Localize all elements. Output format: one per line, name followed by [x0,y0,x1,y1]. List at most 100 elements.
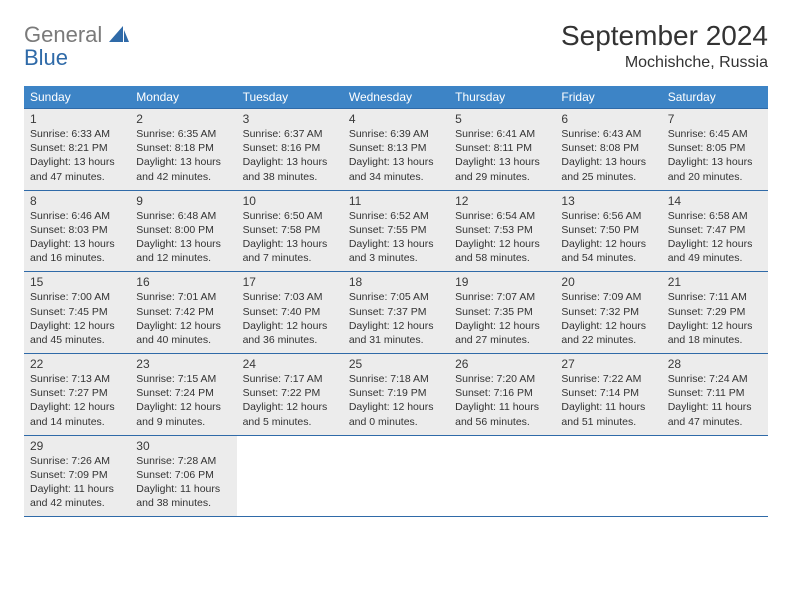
day-header: Wednesday [343,86,449,108]
daylight-line: Daylight: 12 hours and 45 minutes. [30,319,124,347]
logo-sail-icon [109,26,129,42]
calendar-cell: 8Sunrise: 6:46 AMSunset: 8:03 PMDaylight… [24,191,130,272]
day-number: 25 [349,357,443,371]
calendar-cell: 21Sunrise: 7:11 AMSunset: 7:29 PMDayligh… [662,272,768,353]
sunset-line: Sunset: 7:29 PM [668,305,762,319]
sunset-line: Sunset: 7:32 PM [561,305,655,319]
sunset-line: Sunset: 7:58 PM [243,223,337,237]
sunset-line: Sunset: 7:06 PM [136,468,230,482]
sunset-line: Sunset: 7:22 PM [243,386,337,400]
sunrise-line: Sunrise: 7:00 AM [30,290,124,304]
day-number: 5 [455,112,549,126]
day-number: 10 [243,194,337,208]
calendar-cell: 25Sunrise: 7:18 AMSunset: 7:19 PMDayligh… [343,354,449,435]
sunrise-line: Sunrise: 6:37 AM [243,127,337,141]
calendar-week: 15Sunrise: 7:00 AMSunset: 7:45 PMDayligh… [24,272,768,354]
calendar-cell: 14Sunrise: 6:58 AMSunset: 7:47 PMDayligh… [662,191,768,272]
sunrise-line: Sunrise: 7:22 AM [561,372,655,386]
daylight-line: Daylight: 11 hours and 42 minutes. [30,482,124,510]
day-number: 29 [30,439,124,453]
sunrise-line: Sunrise: 7:26 AM [30,454,124,468]
day-number: 14 [668,194,762,208]
daylight-line: Daylight: 13 hours and 3 minutes. [349,237,443,265]
sunset-line: Sunset: 7:55 PM [349,223,443,237]
sunrise-line: Sunrise: 6:58 AM [668,209,762,223]
sunset-line: Sunset: 8:05 PM [668,141,762,155]
sunrise-line: Sunrise: 7:28 AM [136,454,230,468]
day-number: 4 [349,112,443,126]
daylight-line: Daylight: 13 hours and 42 minutes. [136,155,230,183]
day-header-row: Sunday Monday Tuesday Wednesday Thursday… [24,86,768,108]
page-title: September 2024 [561,20,768,52]
calendar-cell: 17Sunrise: 7:03 AMSunset: 7:40 PMDayligh… [237,272,343,353]
daylight-line: Daylight: 12 hours and 27 minutes. [455,319,549,347]
sunrise-line: Sunrise: 6:39 AM [349,127,443,141]
sunset-line: Sunset: 7:42 PM [136,305,230,319]
sunrise-line: Sunrise: 7:20 AM [455,372,549,386]
day-number: 26 [455,357,549,371]
calendar-cell: 26Sunrise: 7:20 AMSunset: 7:16 PMDayligh… [449,354,555,435]
calendar-cell: 18Sunrise: 7:05 AMSunset: 7:37 PMDayligh… [343,272,449,353]
daylight-line: Daylight: 13 hours and 12 minutes. [136,237,230,265]
calendar-cell [662,436,768,517]
calendar-cell [343,436,449,517]
sunset-line: Sunset: 8:13 PM [349,141,443,155]
day-number: 6 [561,112,655,126]
day-number: 11 [349,194,443,208]
daylight-line: Daylight: 12 hours and 22 minutes. [561,319,655,347]
calendar-cell: 30Sunrise: 7:28 AMSunset: 7:06 PMDayligh… [130,436,236,517]
brand-part2: Blue [24,45,68,70]
day-number: 30 [136,439,230,453]
sunrise-line: Sunrise: 7:17 AM [243,372,337,386]
calendar-cell: 20Sunrise: 7:09 AMSunset: 7:32 PMDayligh… [555,272,661,353]
page-header: General Blue September 2024 Mochishche, … [24,20,768,72]
day-number: 13 [561,194,655,208]
sunset-line: Sunset: 8:08 PM [561,141,655,155]
calendar-cell: 9Sunrise: 6:48 AMSunset: 8:00 PMDaylight… [130,191,236,272]
sunrise-line: Sunrise: 7:24 AM [668,372,762,386]
daylight-line: Daylight: 12 hours and 14 minutes. [30,400,124,428]
day-number: 18 [349,275,443,289]
daylight-line: Daylight: 13 hours and 34 minutes. [349,155,443,183]
calendar-cell: 3Sunrise: 6:37 AMSunset: 8:16 PMDaylight… [237,109,343,190]
day-number: 1 [30,112,124,126]
calendar-cell [449,436,555,517]
daylight-line: Daylight: 13 hours and 47 minutes. [30,155,124,183]
calendar-cell: 29Sunrise: 7:26 AMSunset: 7:09 PMDayligh… [24,436,130,517]
sunrise-line: Sunrise: 7:07 AM [455,290,549,304]
sunrise-line: Sunrise: 7:15 AM [136,372,230,386]
sunrise-line: Sunrise: 6:35 AM [136,127,230,141]
sunrise-line: Sunrise: 7:05 AM [349,290,443,304]
sunset-line: Sunset: 7:14 PM [561,386,655,400]
sunset-line: Sunset: 7:45 PM [30,305,124,319]
day-header: Friday [555,86,661,108]
day-number: 17 [243,275,337,289]
calendar-cell: 10Sunrise: 6:50 AMSunset: 7:58 PMDayligh… [237,191,343,272]
sunrise-line: Sunrise: 6:41 AM [455,127,549,141]
calendar: Sunday Monday Tuesday Wednesday Thursday… [24,86,768,517]
daylight-line: Daylight: 13 hours and 16 minutes. [30,237,124,265]
calendar-week: 8Sunrise: 6:46 AMSunset: 8:03 PMDaylight… [24,191,768,273]
day-number: 19 [455,275,549,289]
daylight-line: Daylight: 12 hours and 54 minutes. [561,237,655,265]
daylight-line: Daylight: 12 hours and 9 minutes. [136,400,230,428]
sunrise-line: Sunrise: 7:09 AM [561,290,655,304]
calendar-cell: 16Sunrise: 7:01 AMSunset: 7:42 PMDayligh… [130,272,236,353]
calendar-cell: 19Sunrise: 7:07 AMSunset: 7:35 PMDayligh… [449,272,555,353]
day-number: 2 [136,112,230,126]
sunset-line: Sunset: 7:47 PM [668,223,762,237]
day-header: Monday [130,86,236,108]
day-number: 20 [561,275,655,289]
day-number: 9 [136,194,230,208]
sunset-line: Sunset: 8:00 PM [136,223,230,237]
calendar-cell: 5Sunrise: 6:41 AMSunset: 8:11 PMDaylight… [449,109,555,190]
sunrise-line: Sunrise: 6:52 AM [349,209,443,223]
day-number: 8 [30,194,124,208]
daylight-line: Daylight: 12 hours and 31 minutes. [349,319,443,347]
sunset-line: Sunset: 7:35 PM [455,305,549,319]
calendar-cell: 15Sunrise: 7:00 AMSunset: 7:45 PMDayligh… [24,272,130,353]
day-number: 15 [30,275,124,289]
calendar-week: 22Sunrise: 7:13 AMSunset: 7:27 PMDayligh… [24,354,768,436]
day-number: 28 [668,357,762,371]
daylight-line: Daylight: 13 hours and 20 minutes. [668,155,762,183]
